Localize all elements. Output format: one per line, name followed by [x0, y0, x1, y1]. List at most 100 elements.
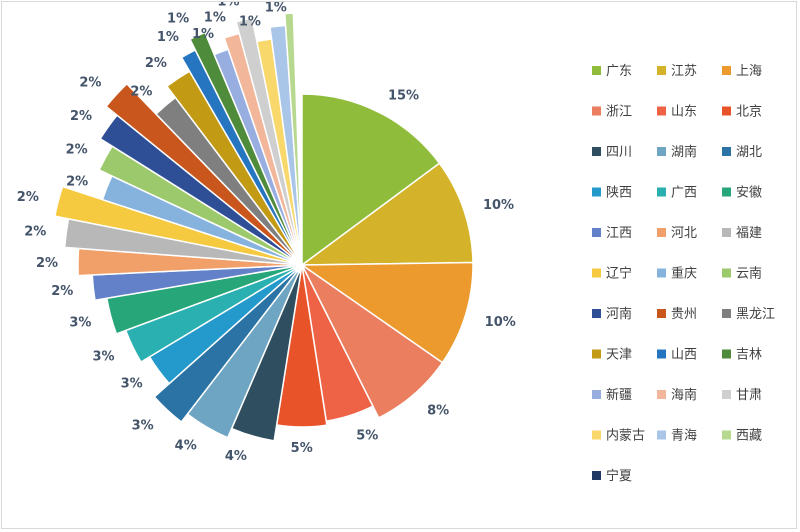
legend-label: 甘肃 — [736, 388, 762, 403]
legend-swatch — [592, 349, 601, 359]
data-label-新疆: 1% — [192, 27, 214, 42]
data-label-青海: 1% — [265, 2, 287, 15]
data-label-浙江: 8% — [427, 403, 449, 418]
legend-item-陕西: 陕西 — [592, 186, 632, 201]
legend-item-江西: 江西 — [592, 226, 632, 241]
legend-swatch — [657, 187, 666, 197]
legend-label: 吉林 — [736, 348, 762, 363]
legend-item-西藏: 西藏 — [722, 429, 762, 444]
data-label-山东: 5% — [356, 429, 378, 444]
legend-label: 河南 — [606, 306, 632, 322]
legend-item-上海: 上海 — [722, 64, 762, 79]
legend-swatch — [657, 66, 666, 75]
data-label-贵州: 2% — [79, 75, 101, 90]
legend-label: 新疆 — [606, 387, 632, 403]
legend-label: 山东 — [671, 105, 697, 120]
legend-item-云南: 云南 — [722, 266, 762, 282]
legend-item-青海: 青海 — [657, 429, 697, 444]
pie-slice-上海 — [299, 261, 474, 364]
legend-item-广东: 广东 — [592, 64, 632, 79]
data-label-吉林: 1% — [167, 12, 189, 27]
data-label-内蒙古: 1% — [239, 14, 261, 29]
legend-label: 内蒙古 — [606, 428, 645, 444]
legend-swatch — [722, 106, 731, 116]
data-label-福建: 2% — [24, 224, 46, 239]
legend-swatch — [722, 228, 731, 237]
legend-swatch — [657, 106, 666, 116]
legend-label: 黑龙江 — [736, 307, 775, 322]
legend-item-江苏: 江苏 — [657, 63, 697, 79]
legend-swatch — [592, 106, 601, 116]
legend-label: 福建 — [736, 226, 762, 241]
legend-swatch — [592, 471, 601, 480]
legend-label: 海南 — [671, 387, 697, 403]
legend-swatch — [657, 268, 666, 278]
legend-label: 宁夏 — [606, 468, 632, 484]
data-label-黑龙江: 2% — [130, 84, 152, 99]
data-label-广东: 15% — [388, 88, 419, 103]
data-label-四川: 4% — [225, 449, 247, 464]
data-label-天津: 2% — [145, 56, 167, 71]
data-label-辽宁: 2% — [17, 190, 39, 205]
legend-item-四川: 四川 — [592, 145, 632, 160]
legend-label: 四川 — [606, 145, 632, 160]
data-label-安徽: 3% — [69, 316, 91, 331]
legend-swatch — [592, 187, 601, 197]
legend-swatch — [657, 228, 666, 237]
legend-swatch — [592, 66, 601, 75]
legend-label: 青海 — [671, 429, 697, 444]
legend-label: 江苏 — [671, 63, 697, 79]
data-label-广西: 3% — [93, 349, 115, 364]
data-label-湖北: 3% — [132, 419, 154, 434]
legend-item-浙江: 浙江 — [592, 105, 632, 120]
legend-item-山西: 山西 — [657, 348, 697, 363]
legend-label: 西藏 — [736, 429, 762, 444]
legend-label: 广西 — [671, 186, 697, 201]
legend-item-北京: 北京 — [722, 105, 762, 120]
legend-label: 湖南 — [671, 144, 697, 160]
legend-item-海南: 海南 — [657, 387, 697, 403]
legend-swatch — [592, 228, 601, 237]
legend-label: 江西 — [606, 226, 632, 241]
legend-item-贵州: 贵州 — [657, 307, 697, 322]
legend-item-广西: 广西 — [657, 186, 697, 201]
data-label-河北: 2% — [36, 256, 58, 271]
legend-label: 山西 — [671, 348, 697, 363]
legend-swatch — [657, 349, 666, 359]
legend-label: 陕西 — [606, 186, 632, 201]
pie-slice-浙江 — [301, 264, 444, 419]
legend-item-山东: 山东 — [657, 105, 697, 120]
pie-slice-江苏 — [299, 162, 474, 266]
legend-item-湖北: 湖北 — [722, 145, 762, 160]
data-label-上海: 10% — [485, 315, 516, 330]
legend-swatch — [657, 309, 666, 318]
legend-label: 云南 — [736, 266, 762, 282]
data-label-云南: 2% — [66, 142, 88, 157]
legend-label: 湖北 — [736, 145, 762, 160]
legend-item-内蒙古: 内蒙古 — [592, 428, 645, 444]
legend-item-湖南: 湖南 — [657, 144, 697, 160]
data-label-山西: 1% — [157, 30, 179, 45]
data-label-北京: 5% — [291, 441, 313, 456]
legend-label: 安徽 — [736, 186, 762, 201]
pie-slice-西藏 — [283, 12, 303, 258]
legend-item-河北: 河北 — [657, 226, 697, 241]
legend-item-福建: 福建 — [722, 226, 762, 241]
legend-label: 北京 — [736, 105, 762, 120]
legend-label: 天津 — [606, 348, 632, 363]
legend-label: 上海 — [736, 64, 762, 79]
pie-slices — [53, 12, 474, 442]
data-label-河南: 2% — [70, 109, 92, 124]
data-label-甘肃: 1% — [217, 2, 239, 9]
pie-slice-广东 — [301, 93, 441, 267]
legend-label: 河北 — [671, 226, 697, 241]
legend-label: 重庆 — [671, 266, 697, 282]
legend-swatch — [722, 147, 731, 156]
legend-label: 广东 — [606, 64, 632, 79]
data-label-海南: 1% — [204, 10, 226, 25]
legend-swatch — [722, 66, 731, 75]
legend-item-甘肃: 甘肃 — [722, 388, 762, 403]
legend-swatch — [592, 309, 601, 318]
